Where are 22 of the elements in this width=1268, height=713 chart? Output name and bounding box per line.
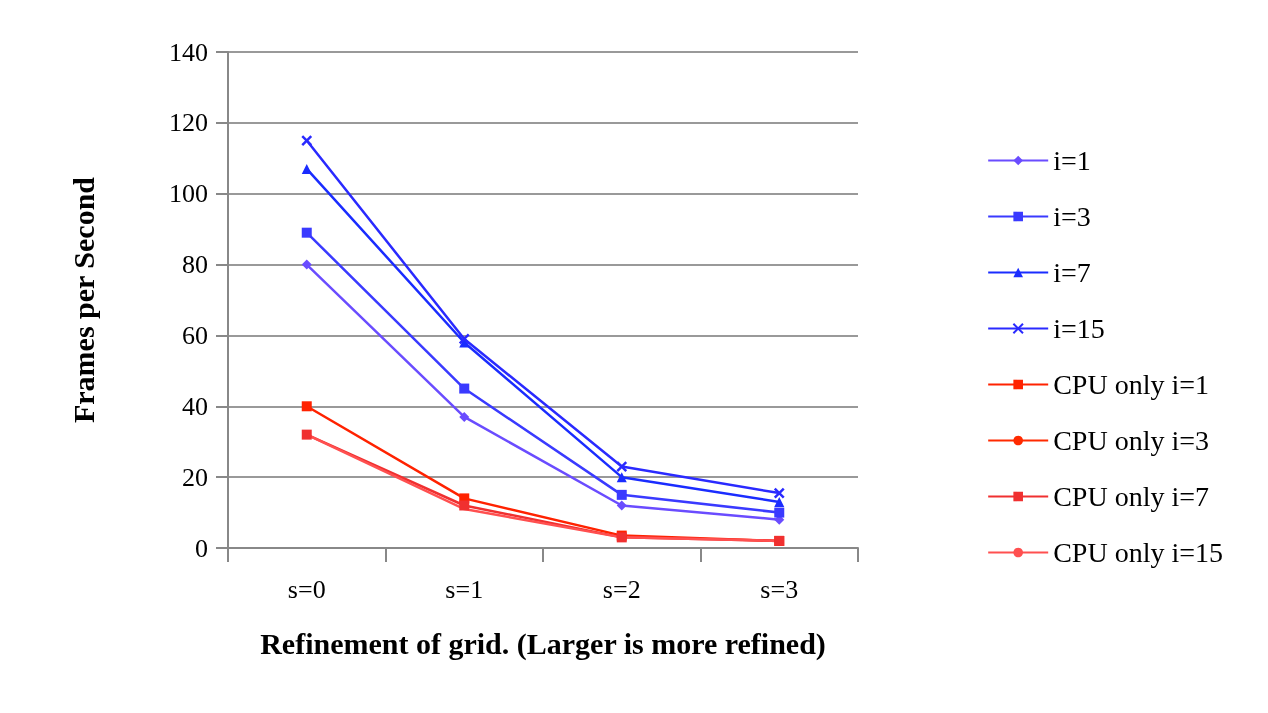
legend-label: CPU only i=3 [1053, 425, 1210, 456]
y-tick-label: 0 [195, 533, 208, 563]
x-tick-label: s=0 [287, 574, 326, 604]
legend-label: i=15 [1053, 313, 1105, 344]
legend-label: CPU only i=1 [1053, 369, 1210, 400]
legend-label: i=3 [1053, 201, 1091, 232]
y-tick-label: 100 [169, 179, 208, 209]
x-axis-title: Refinement of grid. (Larger is more refined) [260, 626, 826, 661]
legend-label: i=7 [1053, 257, 1091, 288]
y-tick-label: 40 [182, 391, 208, 421]
legend-label: CPU only i=15 [1053, 537, 1224, 568]
y-tick-label: 80 [182, 250, 208, 280]
legend-label: CPU only i=7 [1053, 481, 1210, 512]
x-tick-label: s=2 [602, 574, 641, 604]
y-tick-label: 20 [182, 462, 208, 492]
y-tick-label: 140 [169, 37, 208, 67]
y-tick-label: 60 [182, 320, 208, 350]
y-axis-title: Frames per Second [66, 176, 100, 424]
x-tick-label: s=3 [760, 574, 799, 604]
y-tick-label: 120 [169, 108, 208, 138]
legend-label: i=1 [1053, 145, 1091, 176]
x-tick-label: s=1 [445, 574, 484, 604]
